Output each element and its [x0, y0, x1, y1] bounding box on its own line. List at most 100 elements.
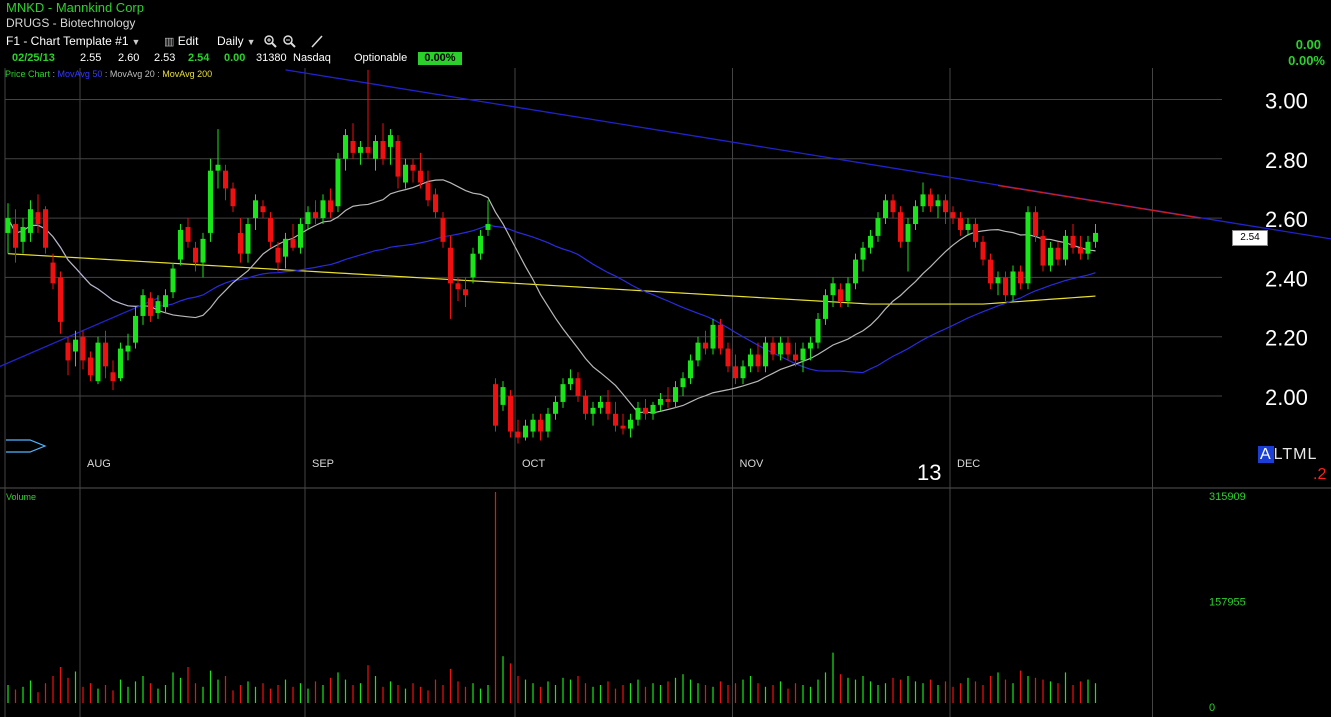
legend-ma50: MovAvg 50: [57, 69, 103, 79]
candle-body: [1078, 247, 1083, 254]
zoom-in-button[interactable]: [263, 34, 277, 51]
month-label: OCT: [522, 458, 546, 470]
candle-body: [763, 342, 768, 367]
candle-body: [913, 206, 918, 225]
month-label: AUG: [87, 458, 111, 470]
candle-body: [365, 146, 371, 153]
candle-body: [1048, 247, 1053, 266]
candle-body: [688, 360, 693, 379]
candle-body: [928, 194, 933, 207]
candle-body: [253, 200, 258, 219]
candle-body: [73, 339, 78, 352]
price-tick-label: 2.00: [1265, 385, 1308, 410]
candle-body: [1055, 247, 1061, 260]
candle-body: [328, 200, 333, 213]
ma20-layer: [7, 179, 1096, 414]
candle-body: [373, 141, 378, 159]
month-label: DEC: [957, 458, 980, 470]
candle-body: [515, 431, 521, 438]
draw-line-icon: [311, 35, 323, 48]
candle-body: [815, 318, 821, 343]
candle-body: [125, 345, 131, 352]
candle-body: [433, 194, 438, 213]
candles-layer: [5, 69, 1098, 444]
summary-change-pct: 0.00%: [1288, 53, 1325, 68]
candle-body: [920, 194, 926, 207]
candle-body: [868, 235, 873, 248]
legend-separator: :: [50, 69, 58, 79]
candle-body: [208, 170, 213, 233]
candle-body: [485, 224, 491, 230]
optionable-label: Optionable: [354, 52, 408, 64]
candle-body: [665, 398, 671, 402]
candle-body: [553, 401, 558, 414]
candle-body: [530, 419, 536, 432]
candle-body: [898, 212, 903, 242]
quote-open: 2.55: [80, 52, 102, 64]
candle-body: [943, 200, 948, 213]
candle-body: [425, 182, 431, 201]
candle-body: [980, 241, 986, 260]
quote-last: 2.54: [188, 52, 210, 64]
edit-button[interactable]: ▥ Edit: [164, 34, 198, 48]
candle-body: [793, 354, 798, 361]
quote-exchange: Nasdaq: [293, 52, 331, 64]
candle-body: [853, 259, 858, 284]
candle-body: [560, 384, 566, 402]
candle-body: [5, 218, 11, 233]
candle-body: [298, 224, 303, 248]
candle-body: [800, 348, 806, 361]
candle-body: [238, 232, 243, 254]
candle-body: [268, 218, 273, 242]
candle-body: [215, 164, 221, 171]
candle-body: [598, 401, 603, 408]
chart-template-dropdown[interactable]: F1 - Chart Template #1 ▼: [6, 34, 140, 48]
quote-low: 2.53: [154, 52, 176, 64]
price-tick-label: 2.20: [1265, 326, 1308, 351]
candle-body: [500, 387, 506, 405]
price-tick-label: 2.80: [1265, 148, 1308, 173]
candle-body: [995, 277, 1001, 284]
candle-body: [35, 212, 41, 225]
candle-body: [80, 336, 86, 361]
candle-body: [1003, 277, 1008, 296]
candle-body: [673, 387, 678, 402]
candle-body: [493, 384, 498, 426]
candle-body: [508, 396, 513, 432]
volume-tick-label: 315909: [1209, 491, 1246, 503]
candle-body: [613, 413, 618, 426]
altml-label[interactable]: A LTML: [1258, 446, 1317, 464]
volume-label: Volume: [6, 492, 37, 502]
candle-body: [808, 342, 813, 349]
last-price-tag: 2.54: [1232, 230, 1268, 246]
candle-body: [185, 226, 191, 242]
candle-body: [395, 141, 401, 177]
symbol-title: MNKD - Mannkind Corp: [6, 0, 144, 15]
candle-body: [140, 295, 146, 316]
candle-body: [290, 238, 296, 248]
candle-body: [1010, 271, 1016, 296]
ma20-line: [7, 179, 1096, 414]
quote-date: 02/25/13: [12, 52, 55, 64]
legend-separator: :: [154, 69, 163, 79]
candle-body: [635, 407, 641, 420]
candle-body: [860, 247, 866, 260]
axis-labels-layer: 3.002.802.602.402.202.00AUGSEPOCTNOVDECF…: [6, 89, 1308, 714]
candle-body: [103, 342, 108, 367]
zoom-out-button[interactable]: [282, 34, 296, 51]
candle-body: [1085, 241, 1091, 254]
candle-body: [658, 398, 663, 405]
price-tick-label: 3.00: [1265, 89, 1308, 114]
draw-line-button[interactable]: [310, 34, 324, 51]
candle-body: [958, 218, 963, 230]
period-dropdown[interactable]: Daily ▼: [217, 34, 256, 48]
candle-body: [935, 200, 941, 207]
legend-ma20: MovAvg 20: [109, 69, 155, 79]
volume-tick-label: 0: [1209, 702, 1215, 714]
ma50-layer: [7, 217, 1096, 374]
candle-body: [605, 401, 611, 414]
candle-body: [13, 224, 18, 248]
candle-body: [883, 200, 888, 219]
candle-body: [478, 235, 483, 254]
